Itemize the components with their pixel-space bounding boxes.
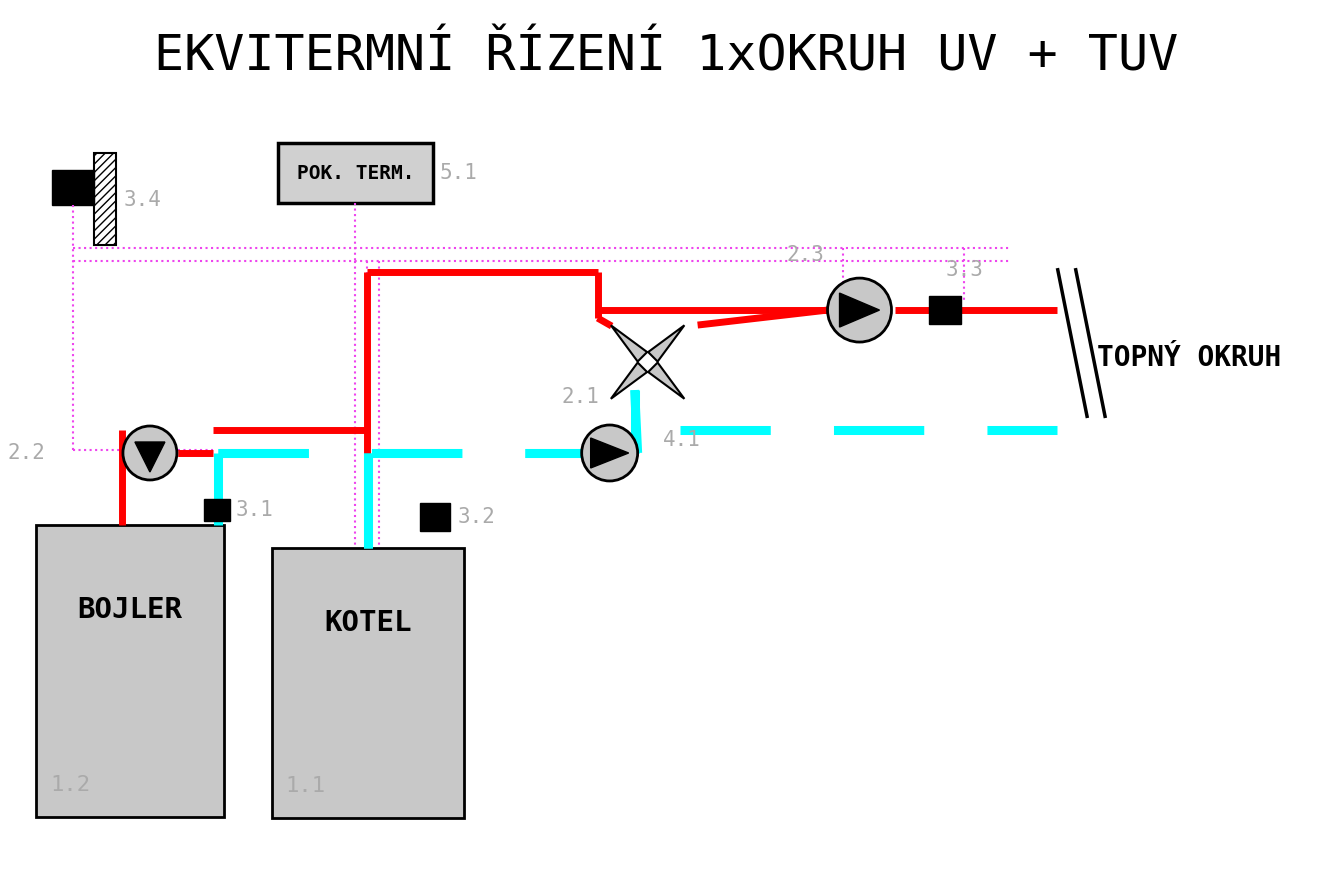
Text: TOPNÝ OKRUH: TOPNÝ OKRUH <box>1098 344 1281 372</box>
Circle shape <box>827 278 891 342</box>
Bar <box>420 503 450 531</box>
Bar <box>930 296 962 324</box>
Text: BOJLER: BOJLER <box>77 595 182 624</box>
Text: 2.1: 2.1 <box>562 387 599 407</box>
Text: POK. TERM.: POK. TERM. <box>297 164 414 182</box>
Text: 2.3: 2.3 <box>787 245 825 265</box>
Text: 3.3: 3.3 <box>946 260 983 280</box>
Text: 4.1: 4.1 <box>662 430 701 450</box>
Circle shape <box>123 426 177 480</box>
Circle shape <box>582 425 638 481</box>
Bar <box>52 170 95 205</box>
Bar <box>278 143 433 203</box>
Polygon shape <box>839 293 879 327</box>
Text: 5.1: 5.1 <box>440 163 478 183</box>
Text: KOTEL: KOTEL <box>324 609 412 637</box>
Polygon shape <box>611 362 647 399</box>
Bar <box>36 525 224 816</box>
Polygon shape <box>611 325 647 361</box>
Text: 3.4: 3.4 <box>124 190 161 210</box>
Text: 2.2: 2.2 <box>7 443 45 463</box>
Polygon shape <box>649 325 685 361</box>
Polygon shape <box>590 438 629 468</box>
Text: 3.1: 3.1 <box>236 500 274 520</box>
Bar <box>204 499 230 521</box>
Polygon shape <box>135 442 165 472</box>
Text: 1.1: 1.1 <box>286 776 326 795</box>
Polygon shape <box>649 362 685 399</box>
Text: EKVITERMNÍ ŘÍZENÍ 1xOKRUH UV + TUV: EKVITERMNÍ ŘÍZENÍ 1xOKRUH UV + TUV <box>153 32 1177 80</box>
Bar <box>95 153 116 245</box>
Bar <box>272 548 464 817</box>
Text: 1.2: 1.2 <box>51 774 91 795</box>
Text: 3.2: 3.2 <box>458 507 496 527</box>
